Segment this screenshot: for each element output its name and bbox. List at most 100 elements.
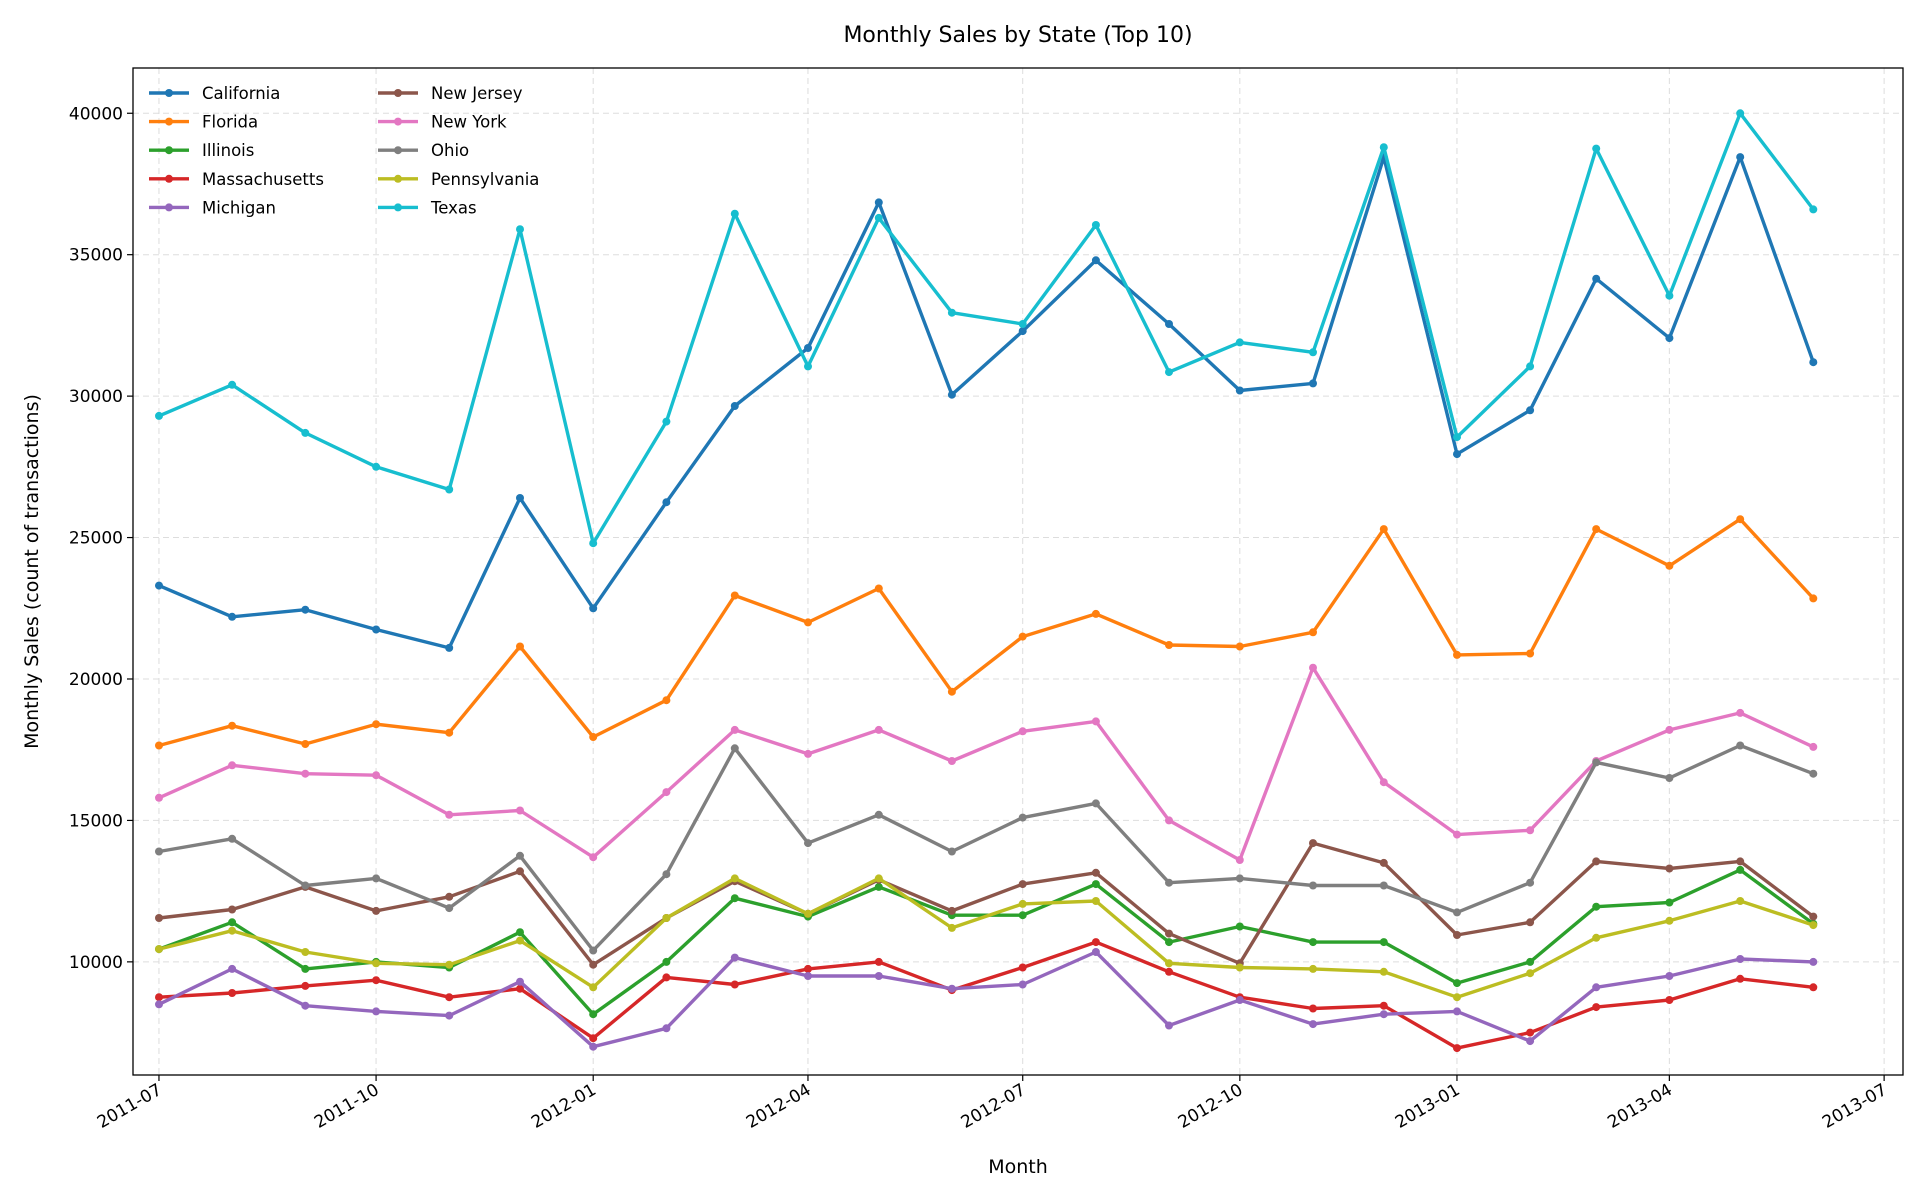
data-point-ohio: [228, 834, 237, 843]
data-point-new-york: [874, 725, 883, 734]
legend-marker: [165, 89, 173, 97]
legend-marker: [165, 146, 173, 155]
data-point-ohio: [1809, 769, 1818, 778]
data-point-new-jersey: [1809, 912, 1818, 921]
data-point-massachusetts: [1809, 983, 1818, 992]
series-texas: [155, 109, 1818, 548]
data-point-pennsylvania: [662, 914, 671, 922]
data-point-michigan: [804, 972, 812, 980]
data-point-texas: [372, 462, 381, 471]
data-point-new-york: [301, 769, 310, 778]
x-tick-label: 2012-07: [958, 1080, 1030, 1133]
legend-item-texas: Texas: [378, 198, 477, 217]
data-point-new-york: [1736, 708, 1745, 717]
legend-marker: [165, 203, 173, 212]
data-point-new-jersey: [372, 906, 381, 915]
data-point-michigan: [1665, 972, 1674, 980]
data-point-massachusetts: [1018, 963, 1027, 972]
data-point-pennsylvania: [1091, 897, 1100, 905]
x-tick-label: 2011-10: [311, 1080, 383, 1133]
data-point-massachusetts: [372, 976, 381, 985]
data-point-new-york: [1453, 830, 1461, 839]
y-axis-label: Monthly Sales (count of transactions): [21, 394, 43, 749]
data-point-ohio: [1018, 813, 1027, 822]
data-point-texas: [301, 428, 310, 437]
legend-label: Texas: [430, 198, 477, 217]
data-point-new-jersey: [516, 867, 524, 876]
data-point-new-york: [228, 761, 237, 770]
series-line-massachusetts: [158, 940, 1814, 1050]
data-point-california: [372, 625, 381, 634]
data-point-illinois: [1309, 938, 1317, 947]
data-point-ohio: [516, 851, 524, 860]
series-line-new-jersey: [158, 841, 1815, 967]
series-line-texas: [158, 111, 1815, 545]
data-point-new-jersey: [1526, 918, 1535, 927]
data-point-pennsylvania: [947, 923, 956, 932]
data-point-texas: [155, 411, 163, 420]
data-point-ohio: [1091, 799, 1100, 808]
data-point-texas: [662, 417, 671, 426]
data-point-massachusetts: [1592, 1003, 1601, 1012]
data-point-florida: [228, 721, 237, 730]
data-point-ohio: [730, 744, 739, 753]
data-point-michigan: [947, 984, 956, 993]
data-point-new-york: [516, 806, 524, 815]
data-point-california: [1235, 386, 1244, 395]
data-point-massachusetts: [1526, 1028, 1535, 1037]
data-point-florida: [1526, 649, 1535, 658]
legend-label: Illinois: [202, 141, 254, 160]
data-point-florida: [1309, 628, 1317, 637]
data-point-illinois: [662, 957, 671, 966]
series-florida: [155, 515, 1818, 750]
series-michigan: [155, 948, 1818, 1051]
y-axis-ticks: 10000 15000 20000 25000 30000 35000 40000: [69, 104, 133, 973]
legend-item-new-jersey: New Jersey: [378, 84, 523, 103]
series-line-pennsylvania: [158, 876, 1814, 999]
data-point-texas: [947, 308, 956, 317]
data-point-pennsylvania: [1379, 967, 1388, 976]
data-point-new-jersey: [1379, 858, 1388, 867]
data-point-new-york: [947, 757, 956, 765]
data-point-new-york: [1235, 856, 1244, 864]
data-point-michigan: [1592, 983, 1601, 992]
data-point-florida: [445, 728, 454, 737]
data-point-pennsylvania: [1018, 899, 1027, 908]
data-point-texas: [1018, 320, 1027, 328]
data-point-pennsylvania: [155, 945, 163, 954]
data-point-illinois: [516, 928, 524, 937]
series-new-jersey: [155, 839, 1818, 969]
data-point-illinois: [1665, 898, 1674, 907]
data-point-texas: [730, 209, 739, 218]
data-point-new-york: [445, 810, 454, 819]
series-line-california: [158, 155, 1815, 650]
data-point-ohio: [1665, 774, 1674, 782]
data-point-massachusetts: [445, 993, 454, 1002]
series-pennsylvania: [155, 874, 1818, 1002]
data-point-pennsylvania: [516, 936, 524, 945]
data-point-pennsylvania: [804, 909, 812, 918]
data-point-massachusetts: [1665, 996, 1674, 1004]
data-point-new-york: [155, 793, 163, 802]
legend-marker: [394, 203, 402, 212]
data-point-pennsylvania: [1736, 897, 1745, 905]
data-point-pennsylvania: [372, 959, 381, 968]
data-point-ohio: [947, 847, 956, 856]
data-point-michigan: [372, 1007, 381, 1016]
data-point-california: [589, 604, 598, 613]
legend-label: New York: [431, 113, 507, 132]
data-point-california: [947, 390, 956, 399]
series-california: [155, 153, 1818, 652]
data-point-texas: [1592, 144, 1601, 153]
data-point-california: [1309, 379, 1317, 388]
data-point-texas: [1453, 433, 1461, 442]
x-tick-label: 2012-10: [1175, 1080, 1247, 1133]
legend-marker: [394, 146, 402, 155]
data-point-pennsylvania: [1235, 963, 1244, 972]
grid-lines: [133, 68, 1903, 1075]
data-point-new-jersey: [1453, 931, 1461, 939]
data-point-pennsylvania: [730, 874, 739, 883]
data-point-massachusetts: [1309, 1004, 1317, 1013]
legend-marker: [394, 89, 402, 97]
series-line-new-york: [158, 666, 1815, 862]
